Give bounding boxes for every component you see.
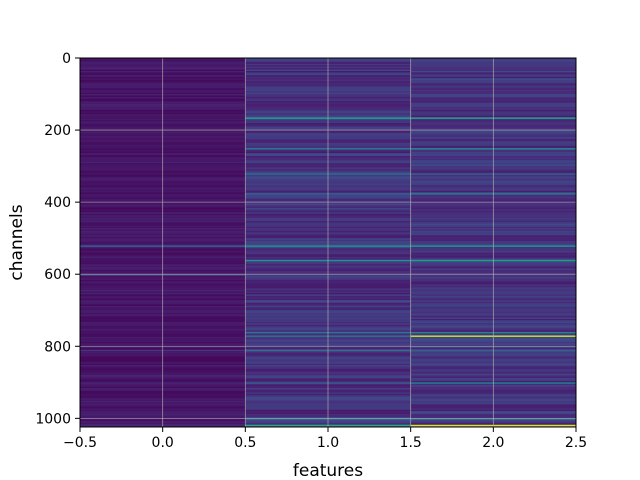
y-tick-label: 1000 [35,411,71,427]
x-axis-label: features [293,461,363,480]
x-tick-label: 2.0 [482,435,504,451]
x-tick-label: 0.5 [234,435,256,451]
y-tick-label: 400 [44,195,71,211]
y-tick-label: 600 [44,267,71,283]
x-tick-label: 2.5 [565,435,587,451]
y-tick-label: 0 [62,51,71,67]
y-axis-ticks: 0 200 400 600 800 1000 [35,51,80,427]
x-tick-label: 1.0 [317,435,339,451]
y-tick-label: 800 [44,339,71,355]
x-tick-label: −0.5 [63,435,97,451]
y-tick-label: 200 [44,123,71,139]
y-axis-label: channels [7,204,27,280]
x-tick-label: 1.5 [400,435,422,451]
x-tick-label: 0.0 [152,435,174,451]
x-axis-ticks: −0.5 0.0 0.5 1.0 1.5 2.0 2.5 [63,427,587,451]
